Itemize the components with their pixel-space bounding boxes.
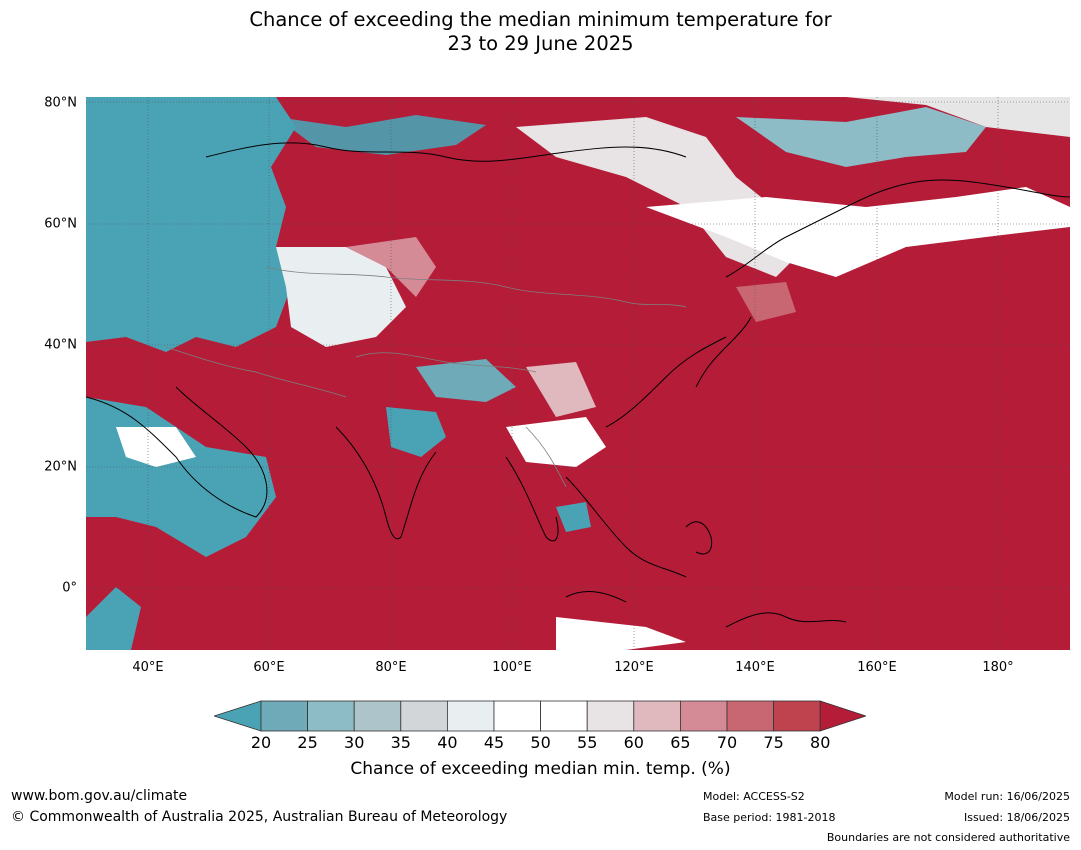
footer-model-run: Model run: 16/06/2025 <box>944 790 1070 803</box>
region-neutral-china <box>506 417 606 467</box>
colorbar-extend-high <box>819 700 868 732</box>
colorbar-bin <box>493 700 541 732</box>
colorbar-bin <box>353 700 402 732</box>
lon-label: 80°E <box>375 660 407 675</box>
colorbar-tick: 20 <box>250 733 272 752</box>
region-below-median-siberia-east <box>736 107 986 167</box>
colorbar-bin <box>726 700 774 732</box>
region-below-median-india <box>386 407 446 457</box>
country-borders <box>165 266 687 488</box>
lat-label: 0° <box>62 580 77 596</box>
colorbar-tick: 35 <box>390 733 411 752</box>
colorbar-tick: 30 <box>344 733 365 752</box>
region-below-median-arabia <box>86 397 276 557</box>
region-below-median-tibet <box>416 359 516 402</box>
colorbar-tick: 55 <box>577 733 598 752</box>
colorbar-tick: 80 <box>810 733 831 752</box>
colorbar-tick: 70 <box>716 733 738 752</box>
graticule <box>86 97 1070 650</box>
region-below-median-europe <box>86 97 296 352</box>
region-neutral-ne-asia <box>646 187 1070 277</box>
footer-base-period: Base period: 1981-2018 <box>703 811 836 824</box>
lat-label: 20°N <box>44 459 77 475</box>
region-neutral-maritime <box>556 617 686 650</box>
region-neutral-arctic-east <box>846 97 1070 137</box>
colorbar-bin <box>446 700 495 732</box>
map-field <box>86 97 1070 650</box>
title-line-2: 23 to 29 June 2025 <box>447 32 634 55</box>
region-above-median-band-japan <box>736 282 796 322</box>
footer-copyright: © Commonwealth of Australia 2025, Austra… <box>11 809 508 825</box>
colorbar-bin <box>307 700 355 732</box>
probability-map <box>86 97 1070 650</box>
footer-url[interactable]: www.bom.gov.au/climate <box>11 788 188 804</box>
chart-title: Chance of exceeding the median minimum t… <box>0 8 1081 56</box>
colorbar-extend-low <box>212 700 262 732</box>
colorbar-bin <box>679 700 728 732</box>
lon-label: 60°E <box>253 660 285 675</box>
lon-label: 120°E <box>614 660 654 675</box>
colorbar-bin <box>400 700 448 732</box>
footer-issued: Issued: 18/06/2025 <box>963 811 1070 824</box>
region-below-median-indochina <box>556 502 591 532</box>
lat-label: 40°N <box>44 337 77 353</box>
region-neutral-siberia <box>516 117 806 277</box>
colorbar-bin <box>633 700 681 732</box>
region-above-median-band-west <box>346 237 436 297</box>
colorbar-bin <box>540 700 588 732</box>
colorbar-label: Chance of exceeding median min. temp. (%… <box>350 759 731 779</box>
colorbar-tick: 65 <box>670 733 691 752</box>
lon-label: 140°E <box>735 660 775 675</box>
lon-label: 100°E <box>492 660 532 675</box>
lat-label: 80°N <box>44 95 77 111</box>
region-below-median-africa <box>86 587 141 650</box>
colorbar <box>212 700 868 732</box>
colorbar-graphic <box>212 700 868 732</box>
lat-label: 60°N <box>44 216 77 232</box>
colorbar-bin <box>260 700 308 732</box>
footer-model: Model: ACCESS-S2 <box>703 790 805 803</box>
title-line-1: Chance of exceeding the median minimum t… <box>249 8 832 31</box>
lon-label: 40°E <box>132 660 164 675</box>
colorbar-tick: 45 <box>483 733 505 752</box>
region-below-median-arctic <box>276 115 486 155</box>
colorbar-tick: 60 <box>623 733 644 752</box>
colorbar-bin <box>773 700 821 732</box>
colorbar-tick: 40 <box>437 733 458 752</box>
colorbar-tick: 50 <box>530 733 551 752</box>
coastlines <box>86 142 1070 628</box>
region-neutral-central-asia <box>276 247 406 347</box>
footer-disclaimer: Boundaries are not considered authoritat… <box>826 831 1070 844</box>
colorbar-tick: 75 <box>763 733 784 752</box>
colorbar-tick: 25 <box>297 733 318 752</box>
lon-label: 160°E <box>857 660 897 675</box>
region-above-median-band-china <box>526 362 596 417</box>
lon-label: 180° <box>982 660 1014 675</box>
colorbar-bin <box>586 700 635 732</box>
